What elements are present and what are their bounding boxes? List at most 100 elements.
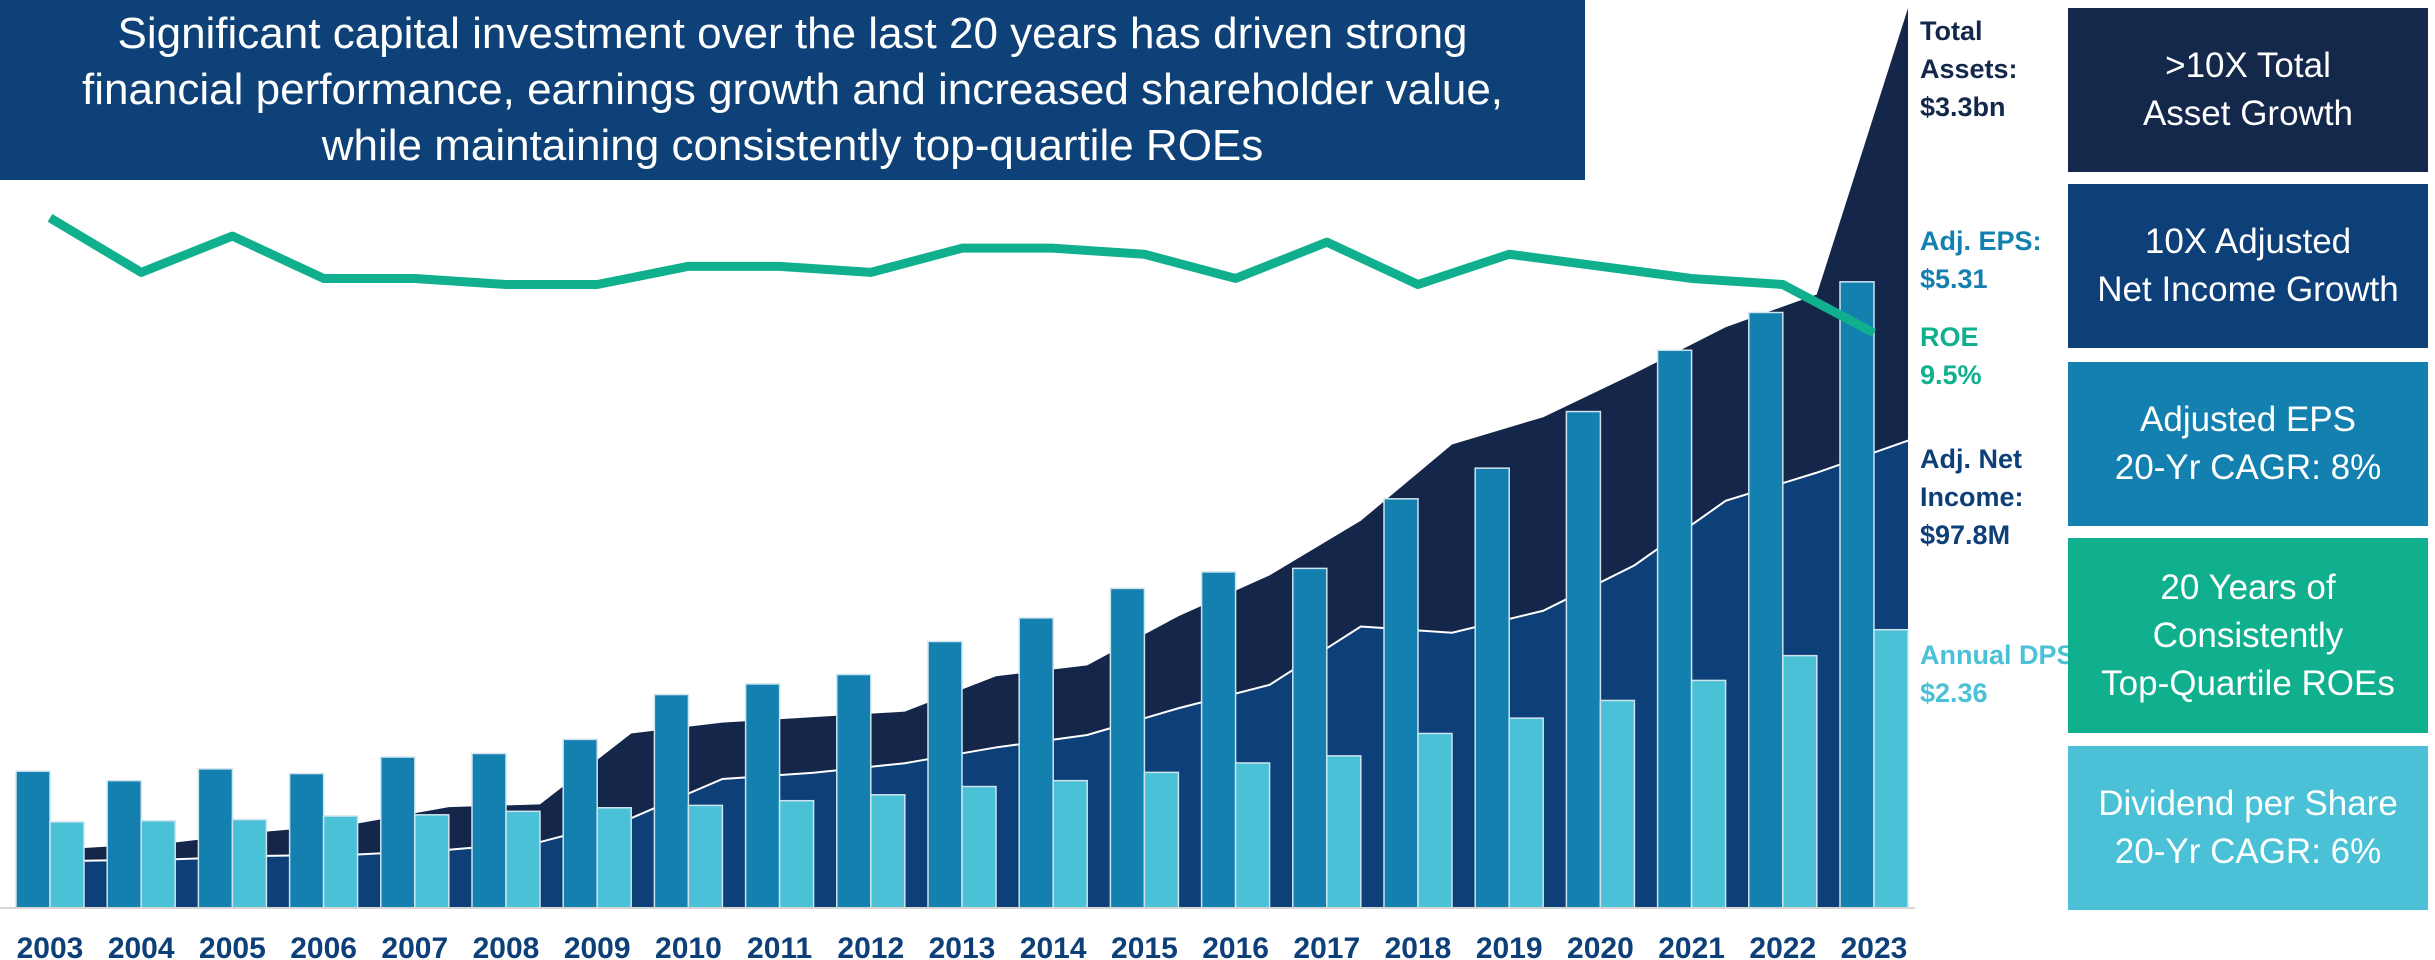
x-tick-label: 2019 (1476, 932, 1543, 960)
bar (197, 768, 234, 909)
box-line: 10X Adjusted (2144, 222, 2352, 261)
bar (836, 673, 872, 909)
x-tick-label: 2012 (837, 932, 904, 960)
bar (1383, 498, 1419, 909)
bar (778, 799, 815, 909)
bar (596, 807, 632, 909)
bar (231, 818, 268, 909)
x-tick-label: 2008 (473, 932, 540, 960)
series-name: ROE (1920, 322, 1979, 352)
series-value: $3.3bn (1920, 92, 2006, 122)
bar (380, 756, 416, 909)
box-line: 20-Yr CAGR: 8% (2114, 448, 2382, 487)
highlight-box: 20 Years of Consistently Top-Quartile ROEs (2068, 538, 2428, 733)
bar (961, 785, 997, 909)
box-line: Top-Quartile ROEs (2101, 663, 2395, 703)
x-tick-label: 2018 (1385, 932, 1452, 960)
series-label: Total Assets: $3.3bn (1920, 12, 2085, 126)
series-label: ROE 9.5% (1920, 318, 2085, 394)
series-name: Adj. Net Income: (1920, 444, 2024, 512)
bar (414, 814, 450, 909)
title-banner: Significant capital investment over the … (0, 0, 1585, 180)
bar (653, 693, 690, 909)
series-name: Annual DPS: (1920, 640, 2084, 670)
title-line: financial performance, earnings growth a… (81, 65, 1504, 114)
series-value: $5.31 (1920, 264, 1988, 294)
bar (870, 794, 906, 909)
x-tick-label: 2006 (290, 932, 357, 960)
box-line: >10X Total (2165, 46, 2331, 85)
title-line: Significant capital investment over the … (117, 9, 1468, 58)
highlight-box: Adjusted EPS 20-Yr CAGR: 8% (2068, 362, 2428, 526)
box-line: Adjusted EPS (2140, 400, 2356, 439)
x-tick-label: 2015 (1111, 932, 1178, 960)
x-tick-label: 2005 (199, 932, 266, 960)
title-line: while maintaining consistently top-quart… (321, 121, 1264, 170)
bar (1109, 587, 1146, 909)
x-tick-label: 2010 (655, 932, 722, 960)
bar (1143, 771, 1180, 909)
bar (1417, 732, 1453, 909)
x-tick-label: 2014 (1020, 932, 1087, 960)
bar (687, 804, 724, 909)
series-name: Total Assets: (1920, 16, 2018, 84)
bar (1873, 628, 1909, 909)
bar (1052, 779, 1088, 909)
series-name: Adj. EPS: (1920, 226, 2042, 256)
bar (1018, 617, 1054, 909)
bar (471, 752, 507, 909)
series-value: 9.5% (1920, 360, 1982, 390)
box-line: Consistently (2152, 615, 2344, 655)
series-value: $2.36 (1920, 678, 1988, 708)
line (47, 214, 1877, 337)
series-label: Adj. EPS: $5.31 (1920, 222, 2085, 298)
bar (1508, 717, 1544, 909)
box-line: Dividend per Share (2098, 784, 2398, 823)
highlight-box: >10X Total Asset Growth (2068, 8, 2428, 172)
bar (1565, 410, 1602, 909)
x-tick-label: 2021 (1658, 932, 1725, 960)
x-tick-label: 2016 (1202, 932, 1269, 960)
x-tick-label: 2023 (1841, 932, 1908, 960)
bar (1839, 281, 1875, 909)
highlight-box: Dividend per Share 20-Yr CAGR: 6% (2068, 746, 2428, 910)
box-line: 20-Yr CAGR: 6% (2114, 832, 2382, 871)
bar (322, 815, 359, 909)
x-tick-label: 2013 (929, 932, 996, 960)
bar (562, 738, 598, 909)
series-value: $97.8M (1920, 520, 2011, 550)
box-line: 20 Years of (2160, 567, 2336, 607)
bar (1292, 567, 1328, 909)
bar (15, 770, 51, 909)
bar (140, 819, 176, 909)
box-line: Net Income Growth (2097, 270, 2399, 309)
bar (1656, 349, 1693, 909)
x-tick-label: 2011 (747, 932, 812, 960)
bar (1599, 699, 1636, 909)
bar (1782, 654, 1818, 909)
x-tick-label: 2007 (381, 932, 448, 960)
bar (744, 683, 781, 909)
bar (106, 779, 142, 909)
x-tick-label: 2004 (108, 932, 175, 960)
series-label: Annual DPS: $2.36 (1920, 636, 2085, 712)
series-label: Adj. Net Income: $97.8M (1920, 440, 2085, 554)
x-tick-label: 2022 (1749, 932, 1816, 960)
bar (1234, 762, 1271, 909)
bar (288, 772, 325, 909)
highlight-box: 10X Adjusted Net Income Growth (2068, 184, 2428, 348)
x-tick-label: 2020 (1567, 932, 1634, 960)
x-tick-label: 2003 (17, 932, 84, 960)
bar (1690, 679, 1727, 909)
bar (49, 821, 85, 909)
chart: 2003 2004 2005 2006 2007 2008 2009 2010 2011 2012… (0, 8, 1915, 960)
bar (1474, 467, 1510, 909)
bar (1326, 755, 1362, 909)
bar (505, 810, 541, 909)
x-tick-label: 2009 (564, 932, 631, 960)
bar (927, 640, 963, 909)
bar (1200, 571, 1237, 909)
box-line: Asset Growth (2142, 94, 2354, 133)
bar (1748, 311, 1784, 909)
